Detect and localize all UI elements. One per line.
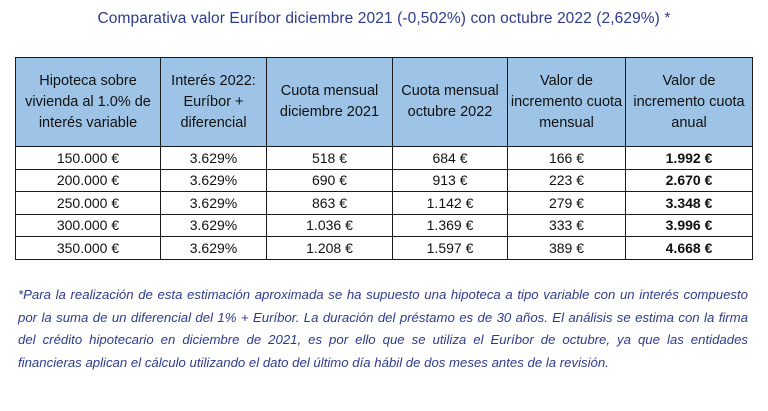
cell-incremento-anual: 3.996 € [625, 213, 753, 237]
footnote: *Para la realización de esta estimación … [18, 287, 748, 370]
header-interes: Interés 2022: Euríbor + diferencial [160, 57, 267, 147]
cell-incremento-mensual: 223 € [507, 168, 626, 192]
cell-hipoteca: 350.000 € [15, 236, 161, 260]
cell-incremento-mensual: 279 € [507, 191, 626, 215]
cell-cuota-octubre: 913 € [392, 168, 508, 192]
cell-cuota-octubre: 1.369 € [392, 213, 508, 237]
cell-incremento-anual: 1.992 € [625, 146, 753, 170]
cell-interes: 3.629% [160, 213, 267, 237]
cell-interes: 3.629% [160, 236, 267, 260]
cell-hipoteca: 200.000 € [15, 168, 161, 192]
header-incremento-mensual: Valor de incremento cuota mensual [507, 57, 626, 147]
cell-incremento-mensual: 389 € [507, 236, 626, 260]
cell-hipoteca: 300.000 € [15, 213, 161, 237]
cell-incremento-anual: 4.668 € [625, 236, 753, 260]
cell-interes: 3.629% [160, 146, 267, 170]
table-row: 150.000 € 3.629% 518 € 684 € 166 € 1.992… [15, 146, 753, 170]
cell-incremento-anual: 2.670 € [625, 168, 753, 192]
mortgage-comparison-table: Hipoteca sobre vivienda al 1.0% de inter… [15, 57, 753, 260]
cell-cuota-diciembre: 1.036 € [266, 213, 393, 237]
page-title: Comparativa valor Euríbor diciembre 2021… [97, 10, 671, 27]
cell-hipoteca: 150.000 € [15, 146, 161, 170]
cell-cuota-octubre: 1.142 € [392, 191, 508, 215]
cell-cuota-diciembre: 690 € [266, 168, 393, 192]
table-header-row: Hipoteca sobre vivienda al 1.0% de inter… [15, 57, 753, 147]
header-incremento-anual: Valor de incremento cuota anual [625, 57, 753, 147]
cell-interes: 3.629% [160, 168, 267, 192]
cell-hipoteca: 250.000 € [15, 191, 161, 215]
header-hipoteca: Hipoteca sobre vivienda al 1.0% de inter… [15, 57, 161, 147]
table-row: 300.000 € 3.629% 1.036 € 1.369 € 333 € 3… [15, 213, 753, 237]
table-row: 250.000 € 3.629% 863 € 1.142 € 279 € 3.3… [15, 191, 753, 215]
cell-cuota-diciembre: 1.208 € [266, 236, 393, 260]
cell-cuota-diciembre: 863 € [266, 191, 393, 215]
table-row: 200.000 € 3.629% 690 € 913 € 223 € 2.670… [15, 168, 753, 192]
cell-incremento-mensual: 166 € [507, 146, 626, 170]
table-row: 350.000 € 3.629% 1.208 € 1.597 € 389 € 4… [15, 236, 753, 260]
cell-cuota-diciembre: 518 € [266, 146, 393, 170]
header-cuota-octubre: Cuota mensual octubre 2022 [392, 57, 508, 147]
cell-incremento-mensual: 333 € [507, 213, 626, 237]
cell-interes: 3.629% [160, 191, 267, 215]
cell-cuota-octubre: 1.597 € [392, 236, 508, 260]
header-cuota-diciembre: Cuota mensual diciembre 2021 [266, 57, 393, 147]
cell-incremento-anual: 3.348 € [625, 191, 753, 215]
cell-cuota-octubre: 684 € [392, 146, 508, 170]
